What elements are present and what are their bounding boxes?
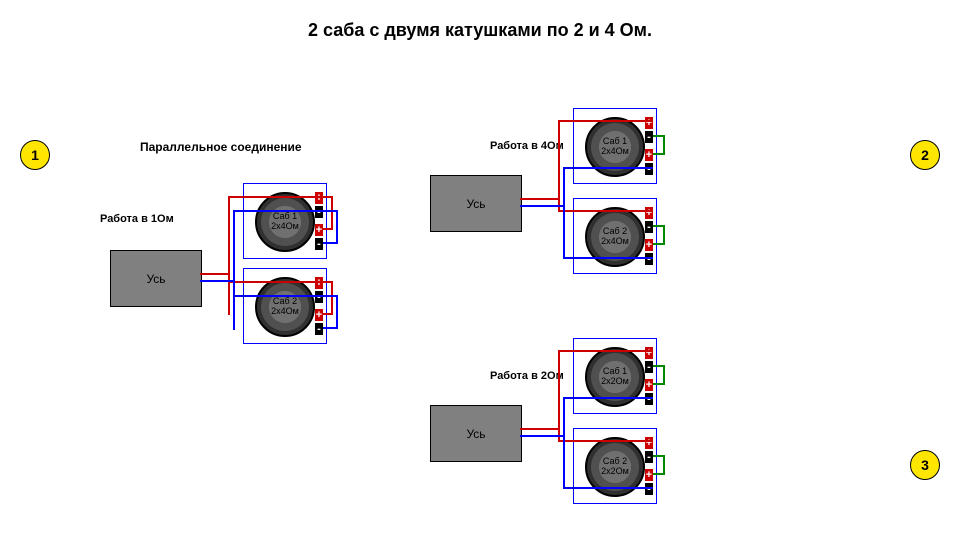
d3-wire-g2 xyxy=(663,365,665,385)
d2-speaker-2-label: Саб 22х4Ом xyxy=(601,227,629,247)
d3-wire-r4 xyxy=(558,440,653,442)
d2-wire-b2 xyxy=(563,167,565,207)
d3-wire-g5 xyxy=(663,455,665,475)
d2-wire-g6 xyxy=(653,243,665,245)
d2-s2-t1p: + xyxy=(645,207,653,219)
d1-wire-b5c xyxy=(336,295,338,328)
d1-s1-t2n: - xyxy=(315,238,323,250)
d2-s2-t2n: - xyxy=(645,253,653,265)
amp-1: Усь xyxy=(110,250,202,307)
d1-wire-b3c xyxy=(336,210,338,243)
d1-wire-b4 xyxy=(233,280,235,330)
d1-wire-b1 xyxy=(200,280,235,282)
d1-speaker-1-label: Саб 12х4Ом xyxy=(271,212,299,232)
d1-wire-r5 xyxy=(228,281,323,283)
d1-s1-t2p: + xyxy=(315,224,323,236)
d3-s2-t1p: + xyxy=(645,437,653,449)
label-work1: Работа в 1Ом xyxy=(100,213,174,225)
d2-wire-g5 xyxy=(663,225,665,245)
d1-speaker-2-label: Саб 22х4Ом xyxy=(271,297,299,317)
d3-speaker-2-label: Саб 22х2Ом xyxy=(601,457,629,477)
d3-wire-r1 xyxy=(520,428,560,430)
d1-s2-t2n: - xyxy=(315,323,323,335)
d3-s1-t1p: + xyxy=(645,347,653,359)
d1-speaker-2: Саб 22х4Ом xyxy=(255,277,315,337)
d1-wire-r3c xyxy=(331,196,333,229)
circle-3: 3 xyxy=(910,450,940,480)
d1-wire-r3d xyxy=(323,228,333,230)
d1-wire-b3 xyxy=(233,210,323,212)
d2-wire-b3 xyxy=(563,167,653,169)
d3-speaker-1-label: Саб 12х2Ом xyxy=(601,367,629,387)
d1-wire-b2 xyxy=(233,210,235,282)
d1-wire-b3d xyxy=(323,242,338,244)
d1-speaker-1: Саб 12х4Ом xyxy=(255,192,315,252)
d1-s2-t2p: + xyxy=(315,309,323,321)
d2-s1-t2p: + xyxy=(645,149,653,161)
d3-wire-g3 xyxy=(653,383,665,385)
d3-wire-b3 xyxy=(563,397,653,399)
amp-2: Усь xyxy=(430,175,522,232)
d2-wire-b4 xyxy=(563,257,653,259)
d2-wire-b1 xyxy=(520,205,565,207)
label-parallel: Параллельное соединение xyxy=(140,140,302,154)
d2-wire-b2b xyxy=(563,205,565,258)
amp-2-label: Усь xyxy=(466,197,485,211)
d3-s1-t2n: - xyxy=(645,393,653,405)
d1-wire-r5c xyxy=(331,281,333,314)
page-title: 2 саба с двумя катушками по 2 и 4 Ом. xyxy=(0,20,960,41)
d2-s2-t2p: + xyxy=(645,239,653,251)
d2-wire-r4 xyxy=(558,210,653,212)
d3-s2-t2p: + xyxy=(645,469,653,481)
label-work2: Работа в 2Ом xyxy=(490,370,564,382)
d1-s1-t1p: + xyxy=(315,192,323,204)
d1-wire-r3 xyxy=(228,196,323,198)
circle-2: 2 xyxy=(910,140,940,170)
d3-wire-b1 xyxy=(520,435,565,437)
d2-s1-t1p: + xyxy=(645,117,653,129)
d3-wire-r3 xyxy=(558,350,653,352)
d2-wire-r1 xyxy=(520,198,560,200)
d2-speaker-1-label: Саб 12х4Ом xyxy=(601,137,629,157)
d2-wire-g2 xyxy=(663,135,665,155)
amp-3: Усь xyxy=(430,405,522,462)
d2-s2-t1n: - xyxy=(645,221,653,233)
amp-3-label: Усь xyxy=(466,427,485,441)
d3-s1-t2p: + xyxy=(645,379,653,391)
d3-wire-g6 xyxy=(653,473,665,475)
d2-s1-t1n: - xyxy=(645,131,653,143)
amp-1-label: Усь xyxy=(146,272,165,286)
d2-wire-r3 xyxy=(558,120,653,122)
d1-wire-b5d xyxy=(323,327,338,329)
d1-wire-r1 xyxy=(200,273,230,275)
d3-wire-b2b xyxy=(563,435,565,488)
d1-s2-t1n: - xyxy=(315,291,323,303)
circle-1: 1 xyxy=(20,140,50,170)
d1-s1-t1n: - xyxy=(315,206,323,218)
d2-wire-g3 xyxy=(653,153,665,155)
d3-s1-t1n: - xyxy=(645,361,653,373)
d3-s2-t1n: - xyxy=(645,451,653,463)
d2-wire-r2 xyxy=(558,120,560,200)
d1-wire-r5d xyxy=(323,313,333,315)
d1-wire-b5 xyxy=(233,295,323,297)
d3-wire-b4 xyxy=(563,487,653,489)
label-work4: Работа в 4Ом xyxy=(490,140,564,152)
d2-s1-t2n: - xyxy=(645,163,653,175)
d1-s2-t1p: + xyxy=(315,277,323,289)
d1-wire-r2 xyxy=(228,196,230,275)
d3-wire-b2 xyxy=(563,397,565,437)
d3-wire-r2 xyxy=(558,350,560,430)
d3-s2-t2n: - xyxy=(645,483,653,495)
